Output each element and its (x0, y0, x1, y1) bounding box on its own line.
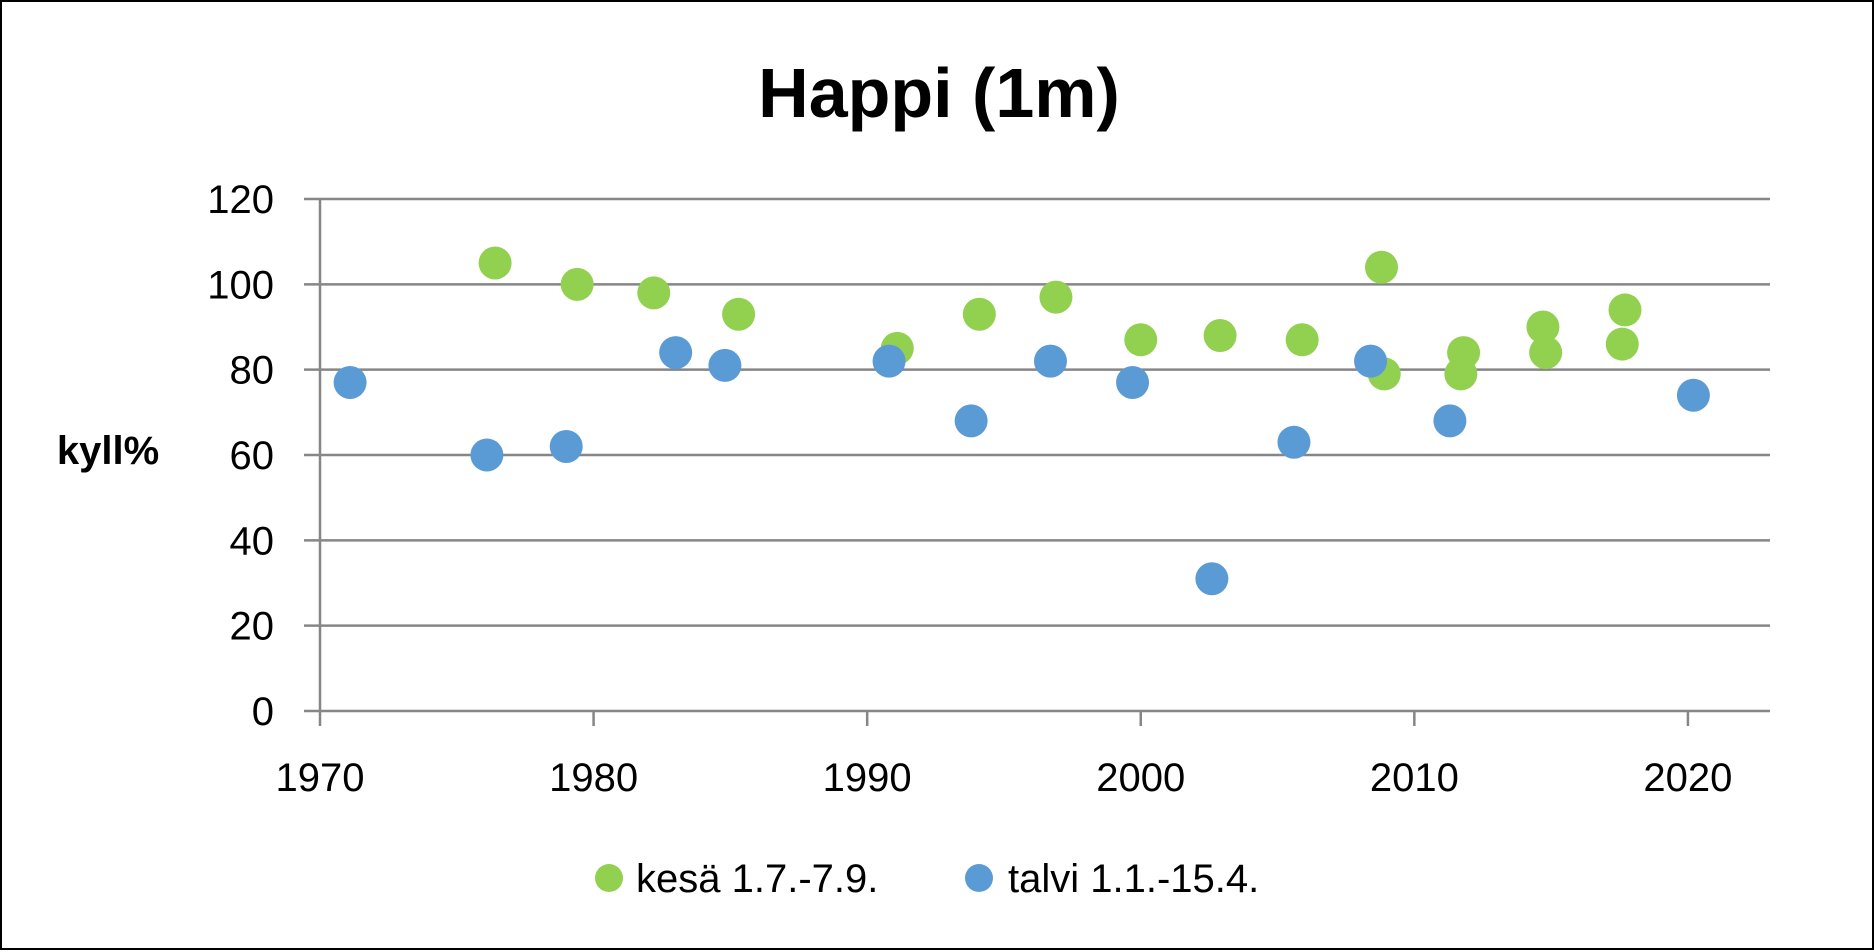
kesa-point (637, 276, 671, 310)
y-tick-label: 0 (252, 690, 274, 734)
x-tick-label: 2010 (1370, 756, 1459, 800)
talvi-point (1195, 562, 1229, 596)
legend-label: kesä 1.7.-7.9. (636, 857, 878, 901)
x-tick-label: 2020 (1643, 756, 1732, 800)
kesa-point (1365, 250, 1399, 284)
y-tick-label: 120 (207, 178, 274, 222)
chart-title: Happi (1m) (758, 54, 1120, 132)
kesa-point (1447, 336, 1481, 370)
talvi-point (659, 336, 693, 370)
x-tick-label: 2000 (1096, 756, 1185, 800)
x-tick-label: 1990 (823, 756, 912, 800)
kesa-point (1285, 323, 1319, 357)
kesa-point (1605, 327, 1639, 361)
talvi-point (333, 365, 367, 399)
kesa-point (1529, 336, 1563, 370)
legend: kesä 1.7.-7.9. talvi 1.1.-15.4. (595, 857, 1259, 901)
talvi-point (1676, 378, 1710, 412)
kesa-point (1608, 293, 1642, 327)
legend-marker (965, 864, 993, 892)
talvi-point (954, 404, 988, 438)
x-tick-label: 1970 (276, 756, 365, 800)
y-tick-label: 60 (230, 434, 275, 478)
kesa-point (1203, 319, 1237, 353)
kesa-point (1526, 310, 1560, 344)
talvi-point (708, 348, 742, 382)
talvi-point (549, 429, 583, 463)
y-tick-label: 20 (230, 605, 275, 649)
gridlines (304, 197, 1770, 627)
talvi-point (1433, 404, 1467, 438)
talvi-point (872, 344, 906, 378)
data-points (333, 246, 1710, 596)
x-tick-label: 1980 (549, 756, 638, 800)
legend-label: talvi 1.1.-15.4. (1008, 857, 1259, 901)
kesa-point (560, 267, 594, 301)
kesa-point (478, 246, 512, 280)
kesa-point (1039, 280, 1073, 314)
y-tick-label: 80 (230, 349, 275, 393)
talvi-point (1116, 365, 1150, 399)
talvi-point (1354, 344, 1388, 378)
kesa-point (722, 297, 756, 331)
axes: 0 20 40 60 80 100 120 1970 1980 1990 2000 2010 2020 (207, 178, 1770, 800)
talvi-point (470, 438, 504, 472)
legend-marker (595, 864, 623, 892)
talvi-point (1033, 344, 1067, 378)
y-axis-label: kyll% (57, 429, 159, 473)
y-tick-label: 40 (230, 519, 275, 563)
kesa-point (1124, 323, 1158, 357)
y-tick-label: 100 (207, 263, 274, 307)
kesa-point (962, 297, 996, 331)
talvi-point (1277, 425, 1311, 459)
